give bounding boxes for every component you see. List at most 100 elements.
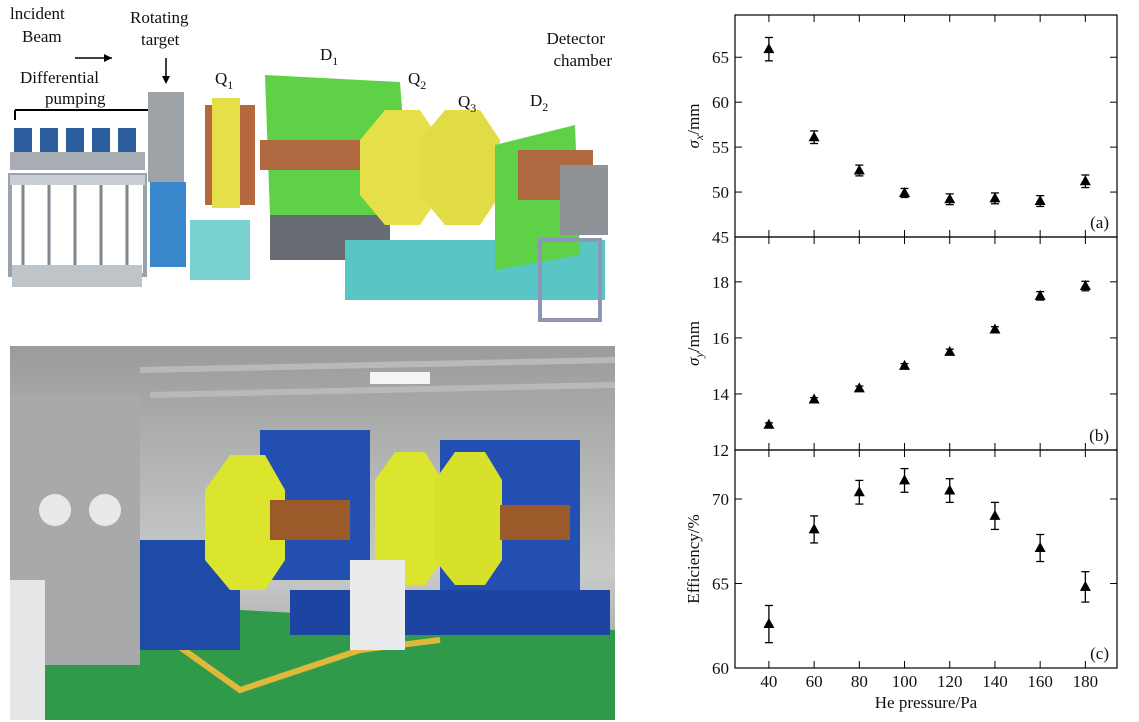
- label-line: chamber: [553, 51, 612, 70]
- q1-stand: [190, 220, 250, 280]
- y-tick-label: 60: [712, 93, 729, 112]
- q2-yoke: [360, 110, 440, 225]
- marker: [808, 393, 820, 404]
- marker: [808, 131, 820, 142]
- y-tick-label: 60: [712, 659, 729, 678]
- x-tick-label: 80: [851, 672, 868, 691]
- q3-yoke: [420, 110, 500, 225]
- marker: [853, 382, 865, 393]
- label-line: lncident: [10, 4, 65, 23]
- panel-label: (a): [1090, 213, 1109, 232]
- panel-label: (c): [1090, 644, 1109, 663]
- y-axis-label-part: σ: [684, 357, 703, 366]
- marker: [989, 192, 1001, 203]
- plot-frame: [734, 14, 1118, 238]
- x-axis-label: He pressure/Pa: [875, 693, 978, 712]
- y-axis-label-part: y: [692, 352, 706, 359]
- magnet-label: Q2: [408, 69, 426, 92]
- label-main: D: [320, 45, 332, 64]
- label-sub: 1: [332, 54, 338, 68]
- y-axis-label-part: σ: [684, 139, 703, 148]
- label-main: Q: [215, 69, 227, 88]
- x-tick-label: 100: [892, 672, 918, 691]
- x-tick-label: 120: [937, 672, 963, 691]
- rendering-labels: lncident Beam Rotating target Differenti…: [10, 4, 612, 115]
- y-tick-label: 55: [712, 138, 729, 157]
- magnet-label: D1: [320, 45, 338, 68]
- beam-arrowhead: [104, 54, 112, 62]
- marker: [899, 474, 911, 485]
- detector-stand: [538, 238, 602, 322]
- y-tick-label: 50: [712, 183, 729, 202]
- marker: [1079, 580, 1091, 591]
- y-axis-label-part: /mm: [684, 104, 703, 135]
- q1-yoke: [212, 98, 240, 208]
- marker: [944, 484, 956, 495]
- label-main: Q: [408, 69, 420, 88]
- marker: [808, 523, 820, 534]
- marker: [853, 164, 865, 175]
- marker: [763, 43, 775, 54]
- label-line: Detector: [546, 29, 605, 48]
- marker: [899, 359, 911, 370]
- y-tick-label: 14: [712, 385, 730, 404]
- label-sub: 3: [470, 101, 476, 115]
- y-axis-label: Efficiency/%: [684, 514, 703, 603]
- bracket: [14, 109, 151, 120]
- photo: [10, 346, 616, 720]
- label-line: Beam: [22, 27, 62, 46]
- pump-stand: [8, 128, 147, 287]
- label-sub: 2: [420, 78, 426, 92]
- plot-frame: [734, 449, 1118, 669]
- target-stand: [150, 182, 186, 267]
- y-axis-label: σy/mm: [684, 321, 706, 366]
- marker: [899, 186, 911, 197]
- label-main: Q: [458, 92, 470, 111]
- y-axis-label-part: Efficiency/%: [684, 514, 703, 603]
- label-line: Rotating: [130, 8, 189, 27]
- label-line: Differential: [20, 68, 99, 87]
- marker: [763, 418, 775, 429]
- marker: [763, 618, 775, 629]
- y-tick-label: 12: [712, 441, 729, 460]
- label-sub: 1: [227, 78, 233, 92]
- marker: [1034, 289, 1046, 300]
- y-tick-label: 70: [712, 490, 729, 509]
- panel: 45 50 55 60 65 (a) σx/mm: [684, 14, 1118, 247]
- label-sub: 2: [542, 100, 548, 114]
- marker: [989, 323, 1001, 334]
- y-axis-label-part: /mm: [684, 321, 703, 352]
- marker: [944, 345, 956, 356]
- marker: [1079, 175, 1091, 186]
- y-axis-label-part: x: [692, 134, 706, 141]
- magnet-label: D2: [530, 91, 548, 114]
- panel: 12 14 16 18 (b) σy/mm: [684, 236, 1118, 460]
- target-arrowhead: [162, 76, 170, 84]
- x-tick-label: 60: [806, 672, 823, 691]
- y-axis-label: σx/mm: [684, 104, 706, 149]
- rendering: [8, 54, 608, 322]
- marker: [853, 486, 865, 497]
- plot-frame: [734, 236, 1118, 451]
- y-tick-label: 18: [712, 273, 729, 292]
- magnet-label: Q3: [458, 92, 476, 115]
- x-tick-label: 40: [760, 672, 777, 691]
- label-main: D: [530, 91, 542, 110]
- y-tick-label: 65: [712, 575, 729, 594]
- marker: [989, 509, 1001, 520]
- panel-label: (b): [1089, 426, 1109, 445]
- y-tick-label: 16: [712, 329, 729, 348]
- detector-chamber: [560, 165, 608, 235]
- y-tick-label: 65: [712, 48, 729, 67]
- x-tick-label: 180: [1073, 672, 1099, 691]
- label-line: target: [141, 30, 180, 49]
- panel: 60 65 70 40 60 80 100 120 140 160 180 (c) He pressur…: [684, 449, 1118, 712]
- x-tick-label: 140: [982, 672, 1008, 691]
- marker: [944, 193, 956, 204]
- target-chamber: [148, 92, 184, 182]
- y-tick-label: 45: [712, 228, 729, 247]
- marker: [1034, 195, 1046, 206]
- marker: [1079, 280, 1091, 291]
